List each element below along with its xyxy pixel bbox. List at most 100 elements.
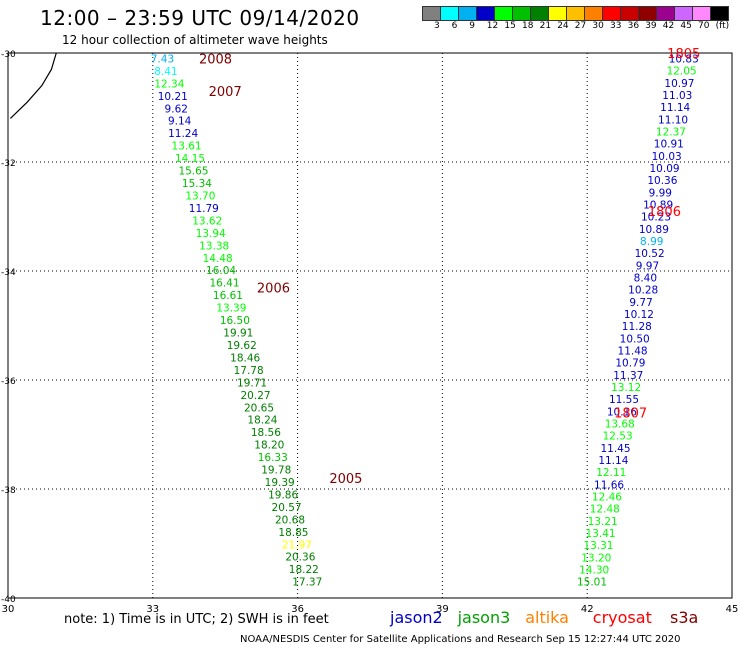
- wave-height-value: 20.68: [275, 514, 305, 526]
- footer-note: note: 1) Time is in UTC; 2) SWH is in fe…: [64, 612, 329, 627]
- wave-height-value: 13.68: [605, 418, 635, 430]
- colorbar-tick: 42: [662, 21, 675, 31]
- wave-height-value: 10.21: [158, 91, 188, 103]
- wave-height-value: 10.03: [652, 151, 682, 163]
- colorbar-tick: 24: [557, 21, 569, 31]
- coastline: [9, 52, 57, 119]
- map-frame: [7, 52, 733, 599]
- wave-height-value: 13.61: [172, 141, 202, 153]
- wave-height-value: 10.52: [635, 248, 665, 260]
- y-tick-label: -32: [1, 159, 16, 169]
- wave-height-value: 10.97: [664, 78, 694, 90]
- wave-height-value: 9.62: [165, 103, 188, 115]
- satellite-legend-item: s3a: [670, 608, 699, 627]
- wave-height-value: 8.41: [154, 66, 177, 78]
- y-tick-label: -30: [1, 50, 16, 60]
- wave-height-value: 8.40: [634, 272, 657, 284]
- wave-height-value: 16.04: [206, 265, 236, 277]
- wave-height-value: 10.16: [607, 406, 637, 418]
- colorbar-tick: 18: [522, 21, 534, 31]
- wave-height-value: 18.85: [278, 527, 308, 539]
- pass-time-label: 1807: [614, 407, 647, 422]
- satellite-legend-item: altika: [525, 608, 569, 627]
- satellite-legend-item: jason3: [457, 608, 511, 627]
- wave-height-value: 11.66: [594, 479, 624, 491]
- colorbar-tick: 9: [469, 21, 475, 31]
- wave-height-value: 11.03: [662, 90, 692, 102]
- wave-height-value: 11.14: [660, 102, 690, 114]
- satellite-legend-item: cryosat: [592, 608, 652, 627]
- wave-height-value: 13.70: [185, 190, 215, 202]
- wave-height-value: 19.62: [227, 340, 257, 352]
- page-title: 12:00 – 23:59 UTC 09/14/2020: [40, 6, 360, 30]
- wave-height-value: 13.21: [588, 516, 618, 528]
- wave-height-value: 10.12: [624, 309, 654, 321]
- wave-height-value: 10.36: [647, 175, 677, 187]
- pass-time-label: 2006: [257, 281, 290, 296]
- wave-height-value: 19.91: [223, 328, 253, 340]
- wave-height-value: 19.78: [261, 465, 291, 477]
- wave-height-value: 12.37: [656, 126, 686, 138]
- wave-height-value: 17.78: [234, 365, 264, 377]
- wave-height-value: 12.48: [590, 504, 620, 516]
- wave-height-value: 13.20: [581, 552, 611, 564]
- wave-height-value: 18.46: [230, 352, 260, 364]
- wave-height-value: 16.33: [258, 452, 288, 464]
- colorbar-tick: 6: [451, 21, 458, 31]
- wave-height-value: 18.22: [289, 564, 319, 576]
- wave-height-value: 15.34: [182, 178, 212, 190]
- x-tick-label: 33: [146, 604, 159, 615]
- wave-height-value: 11.24: [168, 128, 198, 140]
- wave-height-colorbar: [422, 6, 729, 21]
- wave-height-value: 14.15: [175, 153, 205, 165]
- wave-height-value: 17.37: [292, 577, 322, 589]
- wave-height-value: 11.28: [622, 321, 652, 333]
- wave-height-value: 10.89: [639, 224, 669, 236]
- wave-height-value: 10.23: [641, 212, 671, 224]
- wave-height-value: 9.99: [649, 187, 672, 199]
- wave-height-value: 13.38: [199, 240, 229, 252]
- wave-height-value: 20.65: [244, 402, 274, 414]
- wave-height-value: 9.14: [168, 116, 192, 128]
- wave-height-value: 19.39: [265, 477, 295, 489]
- colorbar-tick: 33: [610, 21, 622, 31]
- y-tick-label: -40: [1, 595, 16, 605]
- wave-height-value: 13.39: [216, 303, 246, 315]
- colorbar-tick: 30: [592, 21, 604, 31]
- wave-height-value: 18.20: [254, 440, 284, 452]
- satellite-legend-item: jason2: [390, 608, 443, 627]
- wave-height-value: 20.57: [272, 502, 302, 514]
- colorbar-tick: 70: [698, 21, 710, 31]
- wave-height-value: 10.91: [654, 139, 684, 151]
- page-subtitle: 12 hour collection of altimeter wave hei…: [62, 33, 328, 47]
- wave-height-value: 10.50: [620, 333, 650, 345]
- x-tick-label: 30: [2, 604, 15, 615]
- wave-height-value: 11.10: [658, 114, 688, 126]
- wave-height-value: 11.37: [613, 370, 643, 382]
- colorbar-tick: (ft): [715, 21, 730, 31]
- wave-height-value: 10.89: [643, 199, 673, 211]
- wave-height-value: 19.71: [237, 377, 267, 389]
- colorbar-tick: 21: [539, 21, 552, 31]
- wave-height-value: 7.43: [151, 53, 174, 65]
- wave-height-value: 18.56: [251, 427, 281, 439]
- wave-height-value: 14.30: [579, 564, 609, 576]
- wave-height-value: 13.94: [196, 228, 226, 240]
- x-tick-label: 42: [581, 604, 594, 615]
- pass-time-label: 1805: [667, 47, 700, 62]
- wave-height-value: 21.97: [282, 539, 312, 551]
- wave-height-value: 16.61: [213, 290, 243, 302]
- wave-height-value: 11.45: [600, 443, 630, 455]
- y-tick-label: -36: [1, 377, 16, 387]
- wave-height-value: 10.09: [650, 163, 680, 175]
- wave-height-value: 10.79: [615, 358, 645, 370]
- wave-height-value: 12.46: [592, 491, 622, 503]
- wave-height-value: 11.48: [618, 345, 648, 357]
- wave-height-value: 13.12: [611, 382, 641, 394]
- x-tick-label: 39: [436, 604, 449, 615]
- wave-height-value: 20.27: [241, 390, 271, 402]
- colorbar-tick: 15: [504, 21, 516, 31]
- footer-credit: NOAA/NESDIS Center for Satellite Applica…: [240, 634, 681, 645]
- wave-height-value: 18.24: [247, 415, 277, 427]
